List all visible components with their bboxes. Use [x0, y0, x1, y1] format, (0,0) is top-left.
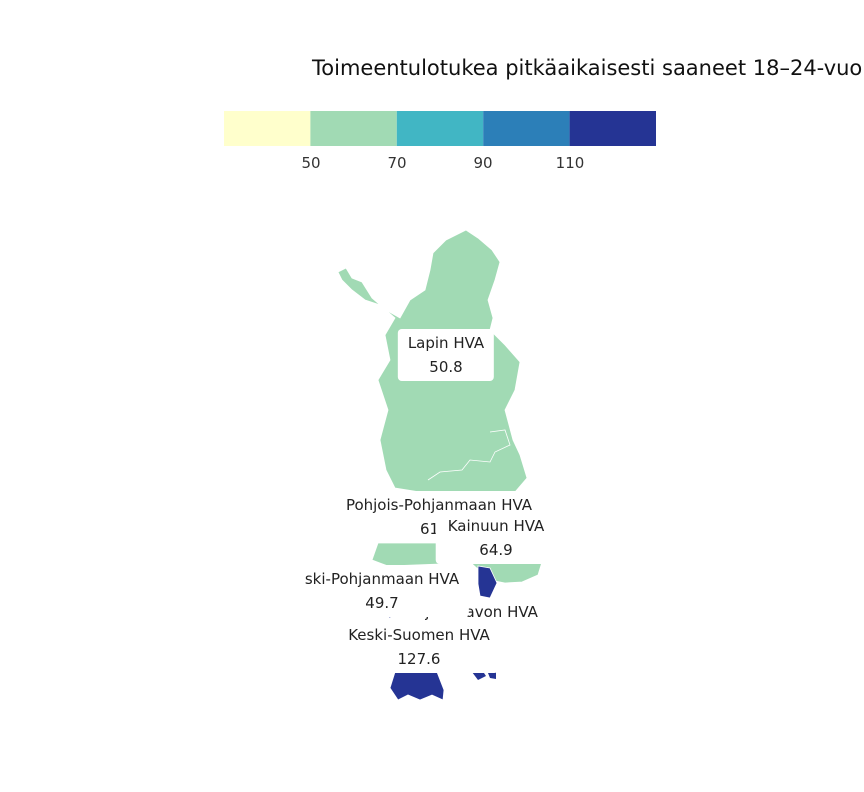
legend-tick-110: 110 [555, 154, 585, 172]
label-region-name: Kainuun HVA [447, 517, 545, 535]
region-border-line [427, 429, 511, 481]
label-region-name: Keski-Suomen HVA [348, 626, 490, 644]
label-region-value: 49.7 [365, 594, 399, 612]
legend-tick-90: 90 [473, 154, 493, 172]
label-region-value: 64.9 [479, 541, 513, 559]
label-keski-suomen-hva: Keski-Suomen HVA 127.6 [340, 621, 498, 673]
legend-swatch-3 [396, 111, 484, 146]
legend-swatch-4 [483, 111, 570, 146]
label-region-value: 50.8 [429, 358, 463, 376]
region-pohjois-savon-hva[interactable] [477, 565, 498, 599]
label-kainuun-hva: Kainuun HVA 64.9 [435, 512, 557, 564]
label-region-value: 127.6 [397, 650, 441, 668]
label-region-name: ski-Pohjanmaan HVA [304, 570, 460, 588]
legend-swatch-1 [224, 111, 311, 146]
color-legend [224, 111, 656, 146]
region-pohjois-pohjanmaan-hva[interactable] [371, 542, 441, 567]
label-lapin-hva: Lapin HVA 50.8 [397, 329, 495, 381]
label-keski-pohjanmaan-hva: ski-Pohjanmaan HVA 49.7 [294, 565, 470, 617]
legend-tick-70: 70 [387, 154, 407, 172]
label-region-name: Pohjois-Pohjanmaan HVA [345, 496, 533, 514]
legend-swatch-2 [310, 111, 397, 146]
label-region-name: Lapin HVA [407, 334, 485, 352]
map-title: Toimeentulotukea pitkäaikaisesti saaneet… [312, 56, 863, 80]
legend-tick-50: 50 [301, 154, 321, 172]
label-region-value: 61 [419, 520, 440, 538]
region-keski-suomen-hva[interactable] [389, 671, 445, 701]
legend-swatch-5 [569, 111, 656, 146]
region-fragment [488, 671, 496, 679]
